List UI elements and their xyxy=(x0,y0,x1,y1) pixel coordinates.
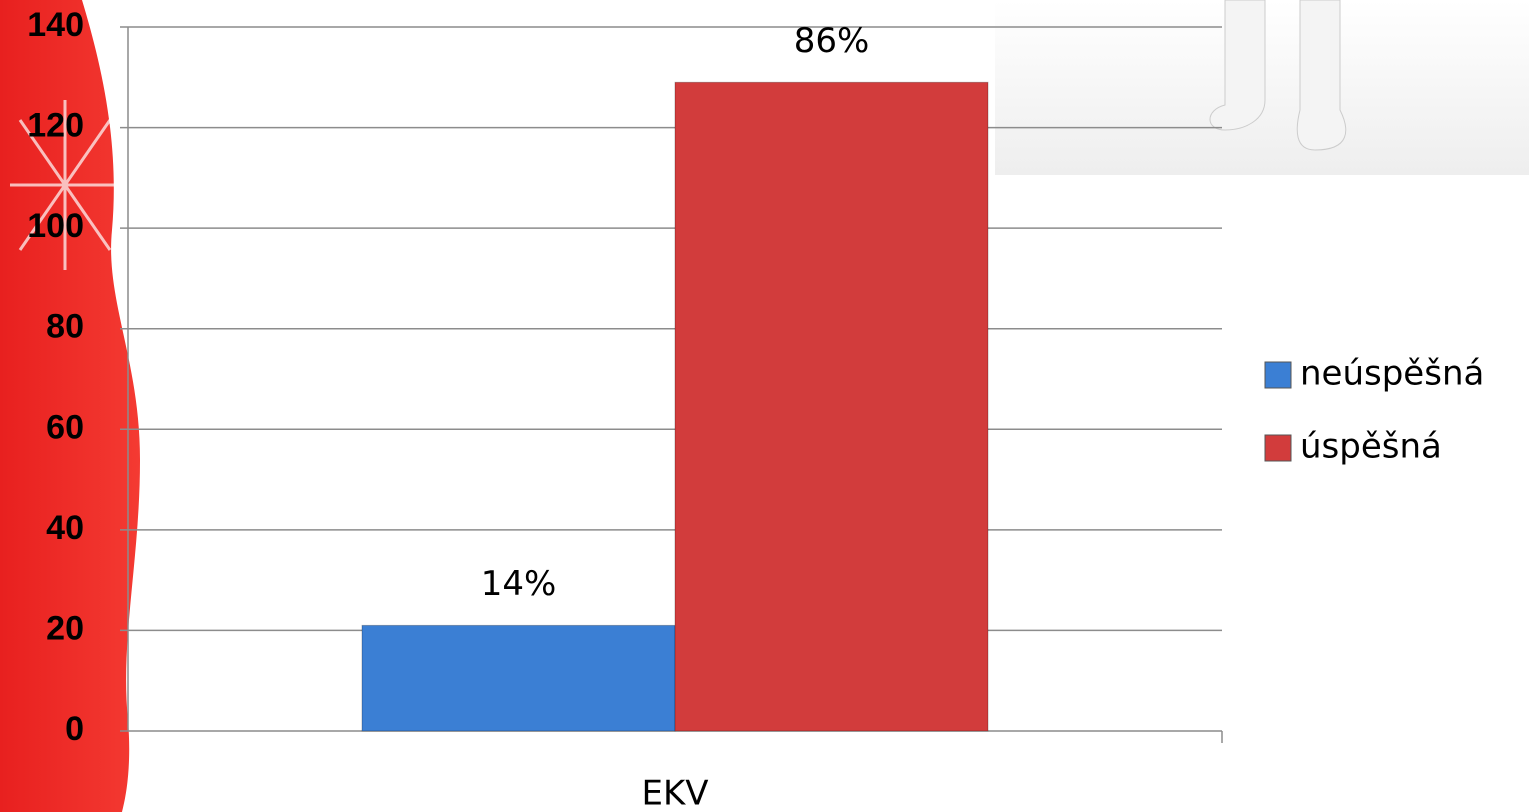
y-tick-label: 20 xyxy=(46,609,84,647)
y-tick-label: 80 xyxy=(46,308,84,346)
background-strip xyxy=(0,0,140,812)
bar xyxy=(361,624,676,732)
value-label: 14% xyxy=(481,564,557,604)
y-tick-label: 140 xyxy=(27,6,84,44)
snowflake xyxy=(10,100,120,270)
x-tick-label: EKV xyxy=(641,774,708,812)
value-label: 86% xyxy=(794,21,870,61)
bar xyxy=(674,81,989,732)
y-tick-label: 40 xyxy=(46,509,84,547)
legend-swatch xyxy=(1264,434,1292,462)
y-tick-label: 0 xyxy=(65,710,84,748)
y-tick-label: 60 xyxy=(46,408,84,446)
y-tick-label: 100 xyxy=(27,207,84,245)
legend-swatch xyxy=(1264,361,1292,389)
legend-label: úspěšná xyxy=(1300,427,1442,467)
y-tick-label: 120 xyxy=(27,107,84,145)
legend-label: neúspěšná xyxy=(1300,354,1484,394)
figure-feet xyxy=(1209,0,1347,151)
